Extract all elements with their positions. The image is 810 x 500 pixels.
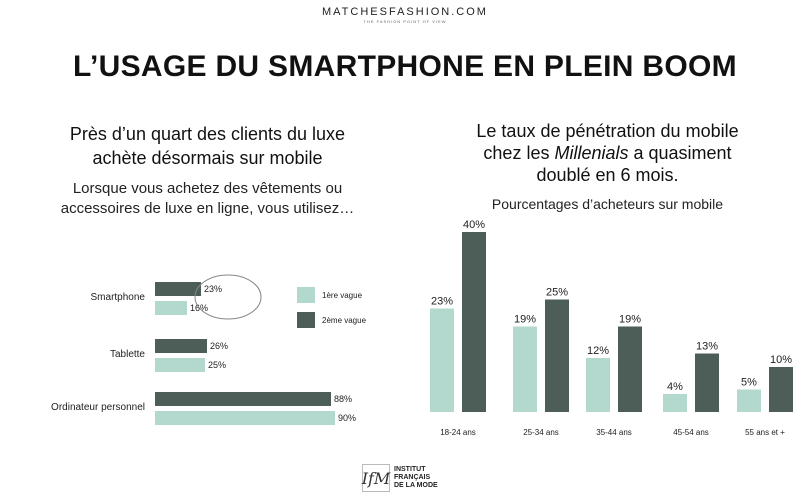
- category-label-smartphone: Smartphone: [91, 292, 146, 303]
- data-label-55-ans-et-2eme-vague: 10%: [770, 354, 792, 366]
- left-sub-line1: Lorsque vous achetez des vêtements ou: [72, 180, 343, 197]
- highlight-ellipse: [194, 274, 262, 320]
- bar-18-24-ans-2eme-vague: [462, 232, 486, 412]
- bar-ordinateur-personnel-1ere-vague: [155, 411, 335, 425]
- data-label-ordinateur-personnel-2eme-vague: 88%: [334, 394, 352, 404]
- ifm-logo-line1: INSTITUT: [394, 466, 426, 473]
- data-label-18-24-ans-1ere-vague: 23%: [431, 296, 453, 308]
- bar-18-24-ans-1ere-vague: [430, 308, 454, 412]
- bar-55-ans-et-1ere-vague: [737, 389, 761, 412]
- right-heading-line2: chez les Millenials a quasiment: [425, 142, 790, 164]
- data-label-35-44-ans-1ere-vague: 12%: [587, 345, 609, 357]
- bar-35-44-ans-2eme-vague: [618, 326, 642, 412]
- right-subtitle: Pourcentages d’acheteurs sur mobile: [491, 196, 724, 212]
- category-label-18-24-ans: 18-24 ans: [440, 428, 476, 437]
- ifm-logo-line2: FRANÇAIS: [394, 474, 431, 481]
- category-label-55-ans-et: 55 ans et +: [745, 428, 785, 437]
- data-label-tablette-2eme-vague: 26%: [210, 341, 228, 351]
- legend-label-1ere-vague: 1ère vague: [322, 291, 363, 300]
- bar-25-34-ans-2eme-vague: [545, 299, 569, 412]
- data-label-smartphone-2eme-vague: 23%: [204, 284, 222, 294]
- data-label-25-34-ans-1ere-vague: 19%: [514, 314, 536, 326]
- right-heading-line3: doublé en 6 mois.: [536, 165, 679, 185]
- data-label-55-ans-et-1ere-vague: 5%: [741, 377, 757, 389]
- category-label-ordinateur-personnel: Ordinateur personnel: [51, 402, 145, 413]
- ifm-logo: IfM INSTITUT FRANÇAIS DE LA MODE: [362, 464, 438, 492]
- bar-25-34-ans-1ere-vague: [513, 326, 537, 412]
- bar-35-44-ans-1ere-vague: [586, 358, 610, 412]
- data-label-tablette-1ere-vague: 25%: [208, 360, 226, 370]
- category-label-tablette: Tablette: [110, 349, 145, 360]
- right-heading-line1: Le taux de pénétration du mobile: [476, 121, 739, 141]
- left-sub-line2: accessoires de luxe en ligne, vous utili…: [60, 200, 355, 217]
- data-label-25-34-ans-2eme-vague: 25%: [546, 287, 568, 299]
- brand-logo: MATCHESFASHION.COM: [322, 6, 488, 18]
- bar-smartphone-2eme-vague: [155, 282, 201, 296]
- right-heading: Le taux de pénétration du mobile chez le…: [425, 120, 790, 186]
- right-heading-line2-pre: chez les: [483, 143, 555, 163]
- left-heading: Près d’un quart des clients du luxe achè…: [20, 122, 395, 170]
- left-heading-line1: Près d’un quart des clients du luxe: [69, 124, 346, 144]
- brand-tagline: THE FASHION POINT OF VIEW: [363, 19, 447, 24]
- bar-tablette-1ere-vague: [155, 358, 205, 372]
- bar-55-ans-et-2eme-vague: [769, 367, 793, 412]
- bar-smartphone-1ere-vague: [155, 301, 187, 315]
- right-heading-emphasis: Millenials: [554, 143, 629, 163]
- data-label-18-24-ans-2eme-vague: 40%: [463, 219, 485, 231]
- left-subtitle: Lorsque vous achetez des vêtements ou ac…: [20, 179, 395, 219]
- ifm-logo-text: INSTITUT FRANÇAIS DE LA MODE: [394, 466, 438, 490]
- data-label-45-54-ans-1ere-vague: 4%: [667, 381, 683, 393]
- ifm-logo-mark: IfM: [362, 464, 390, 492]
- legend-swatch-2eme-vague: [297, 312, 315, 328]
- ifm-logo-line3: DE LA MODE: [394, 482, 438, 489]
- category-label-25-34-ans: 25-34 ans: [523, 428, 559, 437]
- bar-45-54-ans-2eme-vague: [695, 353, 719, 412]
- bar-ordinateur-personnel-2eme-vague: [155, 392, 331, 406]
- legend-label-2eme-vague: 2ème vague: [322, 316, 367, 325]
- page-title: L’USAGE DU SMARTPHONE EN PLEIN BOOM: [73, 50, 737, 83]
- data-label-45-54-ans-2eme-vague: 13%: [696, 341, 718, 353]
- legend-swatch-1ere-vague: [297, 287, 315, 303]
- category-label-35-44-ans: 35-44 ans: [596, 428, 632, 437]
- data-label-35-44-ans-2eme-vague: 19%: [619, 314, 641, 326]
- right-heading-line2-post: a quasiment: [628, 143, 732, 163]
- bar-45-54-ans-1ere-vague: [663, 394, 687, 412]
- left-heading-line2: achète désormais sur mobile: [92, 148, 323, 168]
- bar-tablette-2eme-vague: [155, 339, 207, 353]
- data-label-ordinateur-personnel-1ere-vague: 90%: [338, 413, 356, 423]
- category-label-45-54-ans: 45-54 ans: [673, 428, 709, 437]
